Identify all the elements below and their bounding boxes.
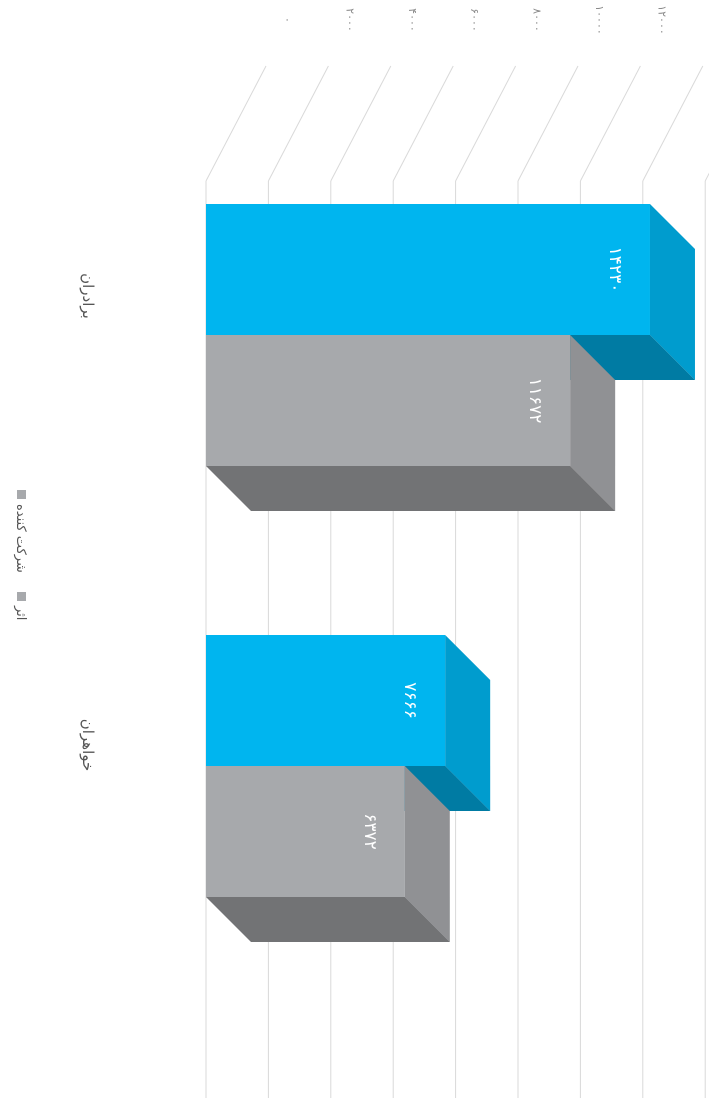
- bar-side-face: [206, 897, 450, 942]
- tick-label: ۸۰۰۰: [531, 8, 544, 32]
- gridline-slant: [642, 65, 704, 182]
- gridline-slant: [517, 65, 579, 182]
- gridline-slant: [267, 65, 329, 182]
- bar-top-face: [404, 766, 450, 942]
- bar-top-face: [570, 335, 616, 511]
- bar-top-face: [445, 635, 491, 811]
- tick-label: ۲۰۰۰: [343, 8, 356, 32]
- bar-front: [206, 766, 405, 897]
- tick-label: ۱۰۰۰۰: [593, 5, 606, 35]
- data-label: ۷۶۶۶: [400, 682, 420, 719]
- tick-label: ۱۲۰۰۰: [655, 5, 668, 35]
- tick-label: ۴۰۰۰: [406, 8, 419, 32]
- bar-front: [206, 635, 446, 766]
- gridline-slant: [330, 65, 392, 182]
- legend-swatch: [17, 592, 26, 601]
- data-label: ۱۴۲۳۰: [605, 247, 625, 293]
- gridline-slant: [579, 65, 641, 182]
- bar-front: [205, 204, 650, 335]
- gridline-slant: [704, 65, 709, 182]
- gridline-slant: [205, 65, 267, 182]
- data-label: ۶۳۷۲: [360, 813, 380, 850]
- bar-side-face: [206, 466, 616, 511]
- category-label: برادران: [79, 273, 97, 319]
- bar-front: [205, 335, 571, 466]
- tick-label: ۶۰۰۰: [468, 8, 481, 32]
- bar-top-face: [649, 204, 695, 380]
- gridline-slant: [392, 65, 454, 182]
- data-label: ۱۱۶۷۲: [525, 378, 545, 424]
- tick-label: ۰: [281, 17, 294, 23]
- legend-label: شرکت کننده: [13, 504, 28, 573]
- gridline-slant: [455, 65, 517, 182]
- legend-label: اثر: [13, 605, 28, 620]
- legend-swatch: [17, 490, 26, 499]
- category-label: خواهران: [79, 719, 97, 772]
